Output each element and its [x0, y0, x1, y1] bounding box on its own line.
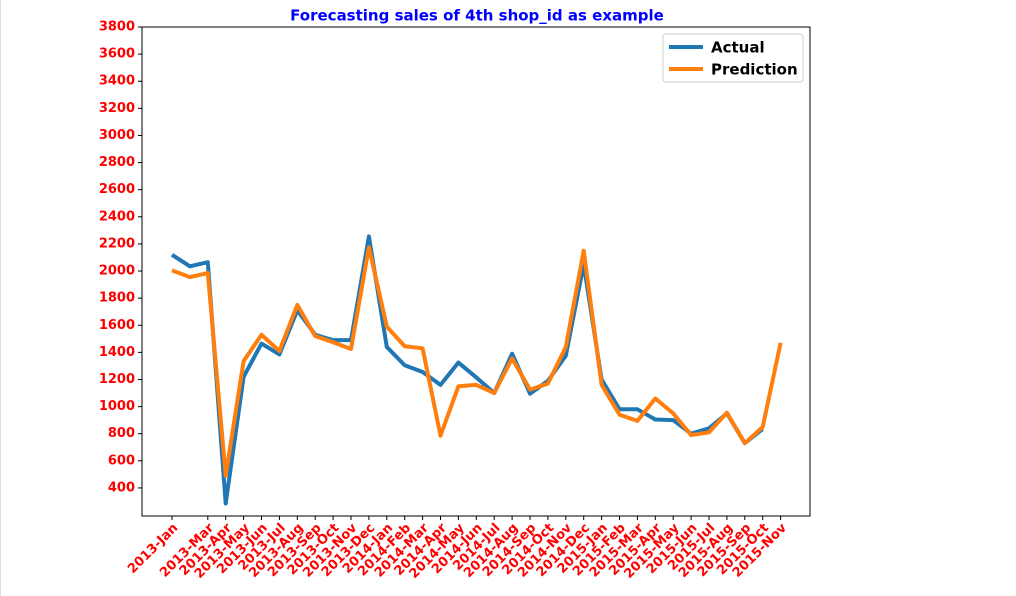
- chart-title: Forecasting sales of 4th shop_id as exam…: [290, 7, 664, 25]
- plot-frame: [141, 26, 811, 517]
- y-tick-label: 1000: [99, 399, 135, 414]
- y-tick-label: 1400: [99, 345, 135, 360]
- y-tick-label: 1800: [99, 291, 135, 306]
- y-tick-label: 800: [108, 426, 135, 441]
- y-tick-label: 2200: [99, 236, 135, 251]
- legend-label: Prediction: [711, 61, 798, 79]
- y-tick-label: 3400: [99, 74, 135, 89]
- y-tick-label: 1600: [99, 318, 135, 333]
- y-tick-label: 400: [108, 480, 135, 495]
- y-tick-label: 2800: [99, 155, 135, 170]
- y-tick-label: 3600: [99, 47, 135, 62]
- y-tick-label: 2400: [99, 209, 135, 224]
- y-tick-label: 3200: [99, 101, 135, 116]
- series-line: [170, 234, 764, 506]
- y-tick-label: 3000: [99, 128, 135, 143]
- series-line: [171, 245, 783, 478]
- y-tick-label: 1200: [99, 372, 135, 387]
- legend-label: Actual: [711, 39, 765, 57]
- y-tick-label: 2000: [99, 264, 135, 279]
- y-tick-label: 600: [108, 453, 135, 468]
- y-tick-label: 2600: [99, 182, 135, 197]
- y-tick-label: 3800: [99, 20, 135, 35]
